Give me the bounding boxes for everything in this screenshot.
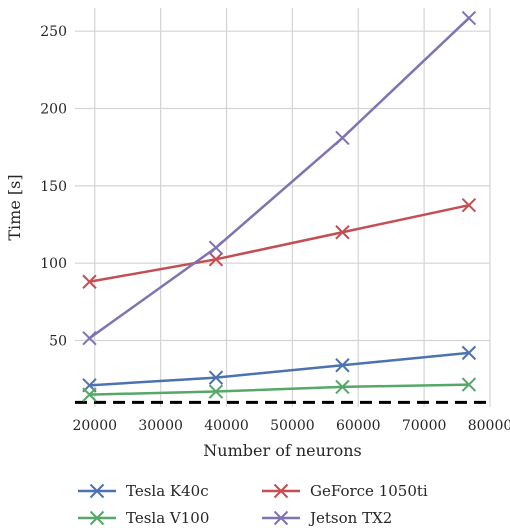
series-geforce-1050ti [82, 197, 477, 289]
legend-label: Jetson TX2 [308, 509, 392, 527]
data-point-marker [335, 379, 350, 395]
legend: Tesla K40c Tesla V100 GeForce 1050ti Jetson… [78, 482, 428, 527]
x-tick-label: 40000 [204, 418, 249, 434]
data-point-marker [461, 377, 477, 392]
data-point-marker [335, 225, 350, 240]
legend-entry: Tesla K40c [78, 482, 209, 500]
data-point-marker [461, 10, 477, 26]
data-point-marker [208, 384, 224, 399]
x-tick-label: 30000 [138, 418, 183, 434]
x-tick-label: 50000 [270, 418, 315, 434]
grid [75, 8, 491, 407]
series-line [88, 17, 470, 340]
y-tick-label: 100 [40, 256, 67, 272]
data-point-marker [208, 370, 224, 385]
data-point-marker [335, 358, 350, 373]
x-tick-label: 80000 [468, 418, 510, 434]
data-point-marker [461, 197, 477, 213]
legend-marker [273, 483, 289, 499]
y-tick-label: 50 [49, 334, 67, 350]
legend-entry: Jetson TX2 [262, 509, 392, 527]
x-tick-label: 60000 [336, 418, 381, 434]
legend-label: Tesla K40c [126, 482, 209, 500]
data-point-marker [461, 345, 477, 361]
series-tesla-v100 [82, 377, 477, 402]
legend-entry: GeForce 1050ti [262, 482, 428, 500]
y-axis-label: Time [s] [5, 174, 24, 240]
legend-entry: Tesla V100 [78, 509, 209, 527]
data-point-marker [335, 130, 350, 146]
y-tick-label: 250 [40, 24, 67, 40]
series-line [89, 203, 470, 283]
series-line [89, 383, 469, 396]
x-tick-label: 20000 [72, 418, 117, 434]
data-point-marker [82, 330, 97, 346]
data-point-marker [208, 240, 224, 255]
legend-marker [89, 483, 105, 499]
y-tick-label: 150 [40, 179, 67, 195]
legend-marker [273, 510, 289, 526]
series-line [89, 351, 470, 387]
legend-marker [89, 510, 105, 526]
series-group [82, 10, 477, 402]
legend-label: GeForce 1050ti [310, 482, 428, 500]
series-jetson-tx2 [82, 10, 477, 346]
data-point-marker [208, 252, 224, 267]
y-tick-label: 200 [40, 102, 67, 118]
data-point-marker [82, 274, 97, 289]
x-tick-label: 70000 [402, 418, 447, 434]
legend-label: Tesla V100 [126, 509, 209, 527]
data-point-marker [82, 387, 97, 402]
series-tesla-k40c [82, 345, 477, 393]
x-axis-label: Number of neurons [203, 441, 361, 460]
tick-labels: 20000 30000 40000 50000 60000 70000 80000 50 100… [40, 24, 510, 434]
